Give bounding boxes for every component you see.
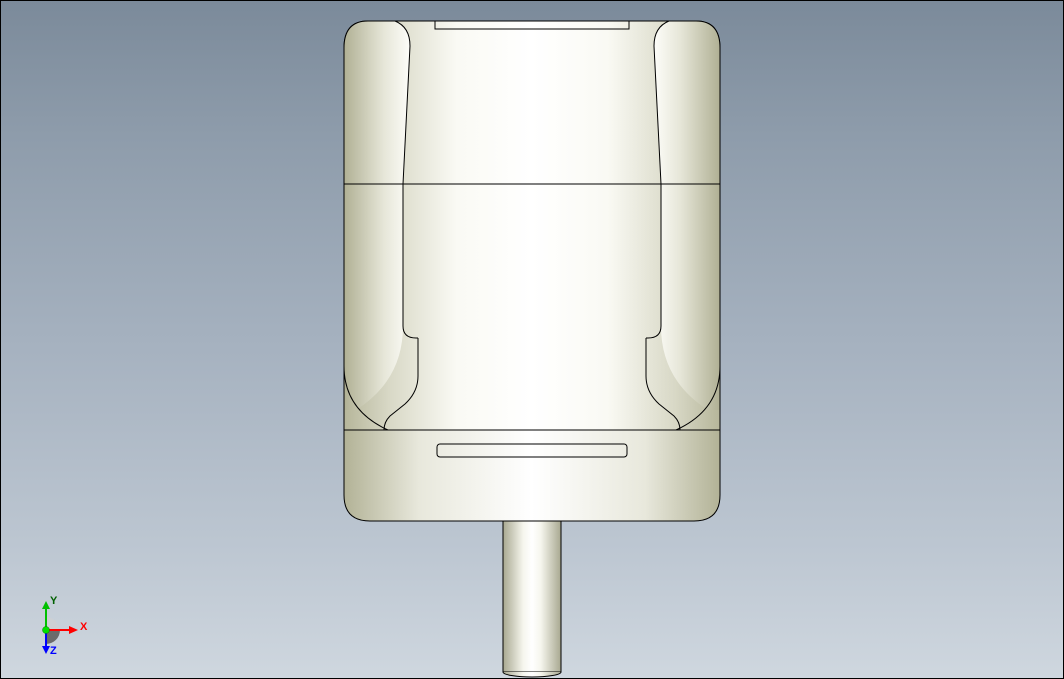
axis-y-label: Y — [50, 595, 57, 607]
axis-z-label: Z — [50, 645, 57, 657]
axis-z-arrow — [42, 646, 50, 654]
axis-y-arrow — [42, 601, 50, 609]
axis-x-label: X — [80, 621, 87, 633]
model-shaft — [503, 519, 561, 677]
cad-model-view[interactable] — [0, 0, 1064, 679]
axis-origin-dot — [43, 627, 50, 634]
axis-triad[interactable]: X Y Z — [28, 597, 98, 657]
model-body — [344, 21, 720, 457]
axis-x-arrow — [69, 626, 78, 634]
